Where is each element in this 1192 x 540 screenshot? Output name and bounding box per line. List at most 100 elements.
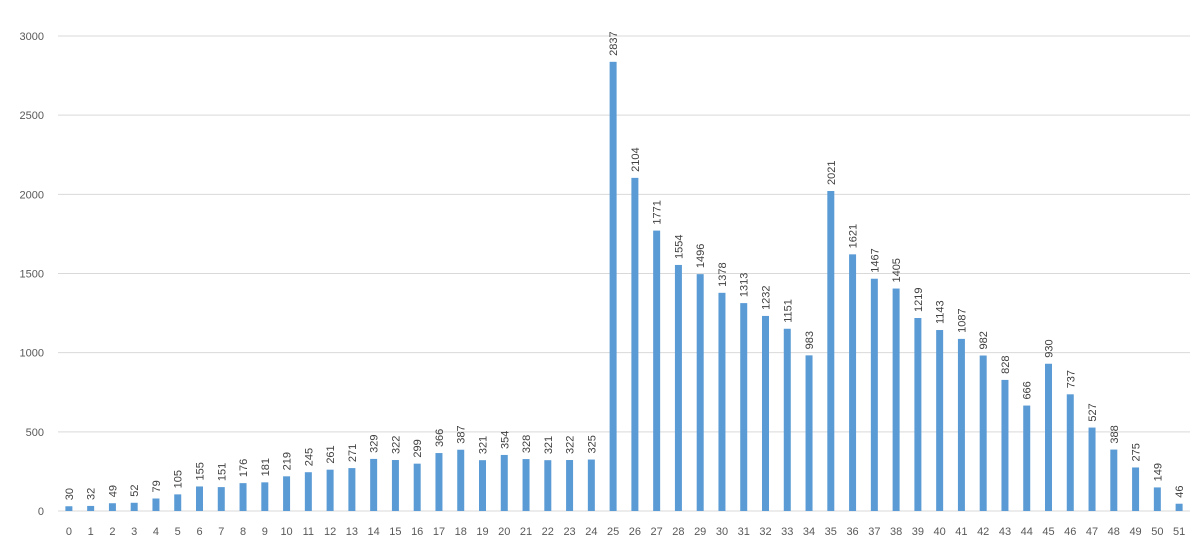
x-tick-label: 15: [389, 526, 401, 538]
x-tick-label: 37: [868, 526, 880, 538]
data-label: 354: [499, 431, 511, 449]
x-tick-label: 41: [955, 526, 967, 538]
data-label: 275: [1131, 443, 1143, 461]
data-label: 30: [64, 488, 76, 500]
bar: [762, 315, 769, 511]
x-tick-label: 18: [455, 526, 467, 538]
bar: [348, 468, 356, 511]
data-label: 46: [1174, 485, 1186, 497]
x-tick-label: 46: [1064, 526, 1076, 538]
data-label: 737: [1065, 370, 1077, 388]
data-label: 982: [978, 331, 990, 349]
y-tick-label: 2000: [20, 189, 44, 201]
x-tick-label: 45: [1042, 526, 1054, 538]
data-label: 181: [260, 458, 272, 476]
y-tick-label: 1000: [20, 348, 44, 360]
bar: [196, 486, 203, 511]
x-tick-label: 12: [324, 526, 336, 538]
x-tick-label: 5: [175, 526, 181, 538]
bar: [870, 278, 878, 511]
bar: [827, 191, 835, 511]
bar: [217, 487, 225, 511]
x-tick-label: 8: [240, 526, 246, 538]
data-label: 49: [107, 485, 119, 497]
x-tick-label: 44: [1021, 526, 1033, 538]
data-label: 666: [1022, 381, 1034, 399]
data-label: 930: [1044, 339, 1056, 357]
bar: [979, 355, 987, 511]
bar: [653, 230, 661, 511]
data-label: 1405: [891, 258, 903, 282]
x-tick-label: 30: [716, 526, 728, 538]
x-tick-label: 48: [1108, 526, 1120, 538]
data-label: 1554: [673, 234, 685, 258]
data-label: 2021: [826, 161, 838, 185]
data-label: 1151: [782, 299, 794, 323]
x-tick-label: 40: [934, 526, 946, 538]
gridlines: [58, 35, 1190, 512]
data-label: 388: [1109, 425, 1121, 443]
data-label: 151: [216, 463, 228, 481]
bar: [1153, 487, 1161, 511]
bars: [65, 61, 1183, 511]
bar: [936, 330, 944, 511]
x-tick-label: 19: [476, 526, 488, 538]
data-label: 1087: [956, 308, 968, 332]
x-tick-label: 50: [1151, 526, 1163, 538]
x-tick-label: 24: [585, 526, 597, 538]
bar: [326, 469, 334, 511]
bar: [391, 460, 399, 511]
x-tick-label: 34: [803, 526, 815, 538]
y-axis-ticks: 0 500 1000 1500 2000 2500 3000: [20, 31, 44, 518]
bar: [152, 498, 160, 511]
bar: [370, 458, 378, 511]
bar: [1110, 449, 1118, 511]
bar: [1088, 427, 1096, 511]
bar: [130, 502, 138, 511]
bar: [174, 494, 182, 511]
data-label: 983: [804, 331, 816, 349]
data-label: 245: [303, 448, 315, 466]
data-label: 828: [1000, 356, 1012, 374]
bar: [304, 472, 312, 511]
data-label: 1313: [739, 273, 751, 297]
data-label: 1467: [869, 248, 881, 272]
x-tick-label: 39: [912, 526, 924, 538]
x-tick-label: 31: [738, 526, 750, 538]
bar: [1023, 405, 1031, 511]
bar: [479, 460, 486, 511]
bar: [566, 460, 574, 511]
bar: [500, 454, 508, 511]
data-label: 149: [1152, 463, 1164, 481]
data-label: 299: [412, 439, 424, 457]
data-label: 322: [565, 436, 577, 454]
bar: [283, 476, 291, 511]
data-label: 329: [369, 435, 381, 453]
x-axis-ticks: 0 1 2 3 4 5 6 7 8 9 10 11 12 13 14 15 16 17 18 19 20 21 22 23 24…: [66, 526, 1185, 538]
y-tick-label: 1500: [20, 269, 44, 281]
x-tick-label: 11: [303, 526, 314, 538]
bar: [1066, 394, 1074, 511]
data-label: 321: [478, 436, 490, 454]
bar: [609, 61, 617, 511]
data-label: 52: [129, 485, 141, 497]
x-tick-label: 3: [131, 526, 137, 538]
bar: [892, 288, 900, 511]
bar: [457, 449, 465, 511]
data-label: 219: [282, 452, 294, 470]
x-tick-label: 43: [999, 526, 1011, 538]
bar: [674, 264, 682, 511]
data-label: 32: [86, 488, 98, 500]
bar: [849, 254, 857, 511]
data-label: 1771: [652, 200, 664, 224]
bar: [805, 355, 813, 511]
x-tick-label: 20: [498, 526, 510, 538]
data-label: 322: [390, 436, 402, 454]
y-tick-label: 500: [26, 427, 44, 439]
bar: [87, 505, 95, 511]
data-label: 366: [434, 429, 446, 447]
data-label: 1496: [695, 244, 707, 268]
x-tick-label: 7: [218, 526, 224, 538]
x-tick-label: 35: [825, 526, 837, 538]
bar: [544, 460, 552, 511]
